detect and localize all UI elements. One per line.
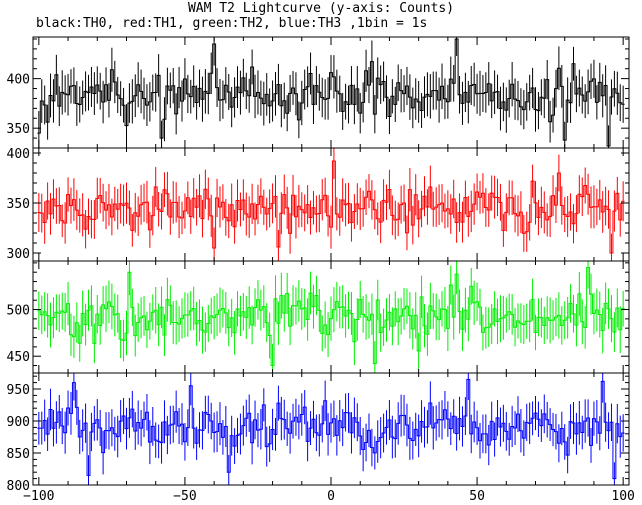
- step-line: [37, 38, 625, 147]
- series-th3: [37, 373, 625, 485]
- y-tick-label: 500: [7, 304, 30, 319]
- x-tick-label: −100: [23, 489, 54, 504]
- y-tick-label: 850: [7, 447, 30, 462]
- panel-th2: 450 500: [7, 260, 630, 374]
- y-tick-label: 450: [7, 350, 30, 365]
- x-tick-label: 100: [611, 489, 634, 504]
- panel-th3: 800 850 900 950: [7, 372, 630, 494]
- panels-group: 350 400 300 350 400 450 500 800 850 900 950: [7, 36, 630, 494]
- series-th0: [37, 37, 625, 148]
- y-tick-label: 400: [7, 73, 30, 88]
- x-axis: −100 −50 0 50 100: [23, 489, 635, 504]
- panel-th1: 300 350 400: [7, 147, 630, 262]
- x-tick-label: 50: [469, 489, 485, 504]
- y-tick-label: 400: [7, 147, 30, 162]
- y-tick-label: 350: [7, 122, 30, 137]
- panel-frame: [32, 36, 630, 149]
- series-th1: [37, 148, 625, 261]
- x-tick-label: 0: [327, 489, 335, 504]
- chart-title: WAM T2 Lightcurve (y-axis: Counts): [187, 1, 455, 16]
- y-tick-label: 900: [7, 415, 30, 430]
- series-th2: [37, 261, 625, 373]
- y-tick-label: 350: [7, 197, 30, 212]
- y-tick-label: 950: [7, 383, 30, 398]
- y-tick-label: 800: [7, 479, 30, 494]
- panel-th0: 350 400: [7, 36, 630, 149]
- x-tick-label: −50: [173, 489, 196, 504]
- chart-subtitle: black:TH0, red:TH1, green:TH2, blue:TH3 …: [36, 16, 428, 31]
- y-tick-label: 300: [7, 247, 30, 262]
